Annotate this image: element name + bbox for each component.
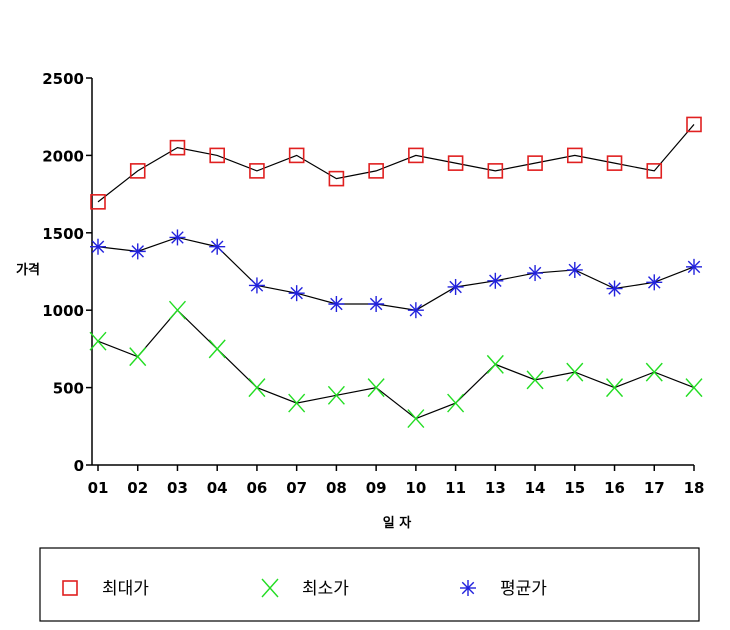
series-2: [89, 300, 703, 429]
data-point: [487, 272, 504, 289]
data-point: [89, 331, 107, 351]
data-point: [90, 194, 106, 210]
series-line: [97, 124, 695, 203]
data-point: [606, 155, 623, 171]
data-point: [408, 147, 424, 164]
data-point: [566, 261, 583, 278]
data-point: [527, 155, 543, 171]
y-tick-label: 1500: [42, 225, 84, 243]
x-tick-label: 03: [167, 479, 188, 497]
data-point: [248, 277, 265, 294]
series-line: [97, 309, 695, 420]
data-point: [447, 278, 464, 295]
data-point: [209, 147, 225, 164]
data-point: [129, 243, 146, 260]
y-ticks: 0 500 1000 1500 2000 2500: [42, 70, 92, 475]
x-tick-label: 06: [246, 479, 267, 497]
data-point: [646, 163, 663, 179]
data-point: [407, 409, 425, 429]
x-axis-title: 일 자: [383, 516, 411, 531]
data-point: [566, 147, 583, 164]
legend-marker: [261, 578, 279, 598]
axes: [91, 78, 694, 466]
y-tick-label: 500: [53, 380, 84, 398]
x-tick-label: 14: [525, 479, 546, 497]
data-point: [447, 155, 464, 171]
data-point: [646, 274, 663, 291]
legend-label: 최소가: [302, 579, 349, 599]
x-tick-label: 02: [127, 479, 148, 497]
x-tick-label: 13: [485, 479, 506, 497]
data-point: [129, 163, 146, 179]
data-point: [328, 296, 345, 313]
x-ticks: 01 02 03 04 06 07 08 09 10 11 13 14 15 16 17 18: [88, 465, 705, 497]
data-point: [686, 258, 702, 275]
data-point: [367, 378, 385, 398]
series-3: [90, 229, 702, 319]
x-tick-label: 07: [286, 479, 307, 497]
data-point: [686, 116, 702, 133]
data-point: [168, 300, 186, 320]
x-tick-label: 10: [405, 479, 426, 497]
x-tick-label: 15: [564, 479, 585, 497]
data-point: [645, 362, 663, 382]
data-point: [288, 147, 305, 164]
legend-item: 최대가: [62, 579, 149, 599]
legend-item: 최소가: [261, 578, 349, 599]
data-point: [407, 302, 424, 319]
x-tick-label: 08: [326, 479, 347, 497]
data-point: [169, 139, 186, 156]
legend: 최대가 최소가 평균가: [39, 547, 700, 622]
data-point: [527, 265, 544, 282]
data-point: [526, 370, 544, 390]
data-point: [248, 378, 266, 398]
y-tick-label: 2500: [42, 70, 84, 88]
data-point: [288, 285, 305, 302]
series-line: [97, 236, 695, 311]
y-tick-label: 0: [74, 457, 84, 475]
series-layer: [89, 116, 703, 429]
data-point: [486, 354, 504, 374]
y-tick-label: 2000: [42, 147, 84, 165]
data-point: [327, 385, 345, 405]
series-1: [90, 116, 702, 210]
x-tick-label: 01: [88, 479, 109, 497]
data-point: [566, 362, 584, 382]
legend-marker: [460, 580, 476, 596]
data-point: [328, 170, 345, 187]
legend-box: [39, 547, 700, 622]
data-point: [90, 238, 106, 255]
data-point: [447, 393, 465, 413]
data-point: [368, 163, 384, 179]
legend-marker: [62, 580, 78, 596]
data-point: [169, 229, 186, 246]
data-point: [249, 163, 265, 179]
x-tick-label: 16: [604, 479, 625, 497]
data-point: [487, 163, 504, 179]
data-point: [129, 347, 147, 367]
data-point: [208, 339, 226, 359]
legend-label: 최대가: [102, 579, 149, 599]
x-tick-label: 11: [445, 479, 466, 497]
data-point: [288, 393, 306, 413]
x-tick-label: 18: [684, 479, 705, 497]
y-tick-label: 1000: [42, 302, 84, 320]
legend-item: 평균가: [460, 579, 547, 599]
data-point: [606, 378, 624, 398]
data-point: [209, 238, 226, 255]
data-point: [368, 296, 385, 313]
x-tick-label: 04: [207, 479, 228, 497]
data-point: [606, 280, 623, 297]
legend-label: 평균가: [500, 579, 547, 599]
x-tick-label: 09: [366, 479, 387, 497]
data-point: [685, 378, 703, 398]
y-axis-title: 가격: [16, 263, 40, 278]
x-tick-label: 17: [644, 479, 665, 497]
